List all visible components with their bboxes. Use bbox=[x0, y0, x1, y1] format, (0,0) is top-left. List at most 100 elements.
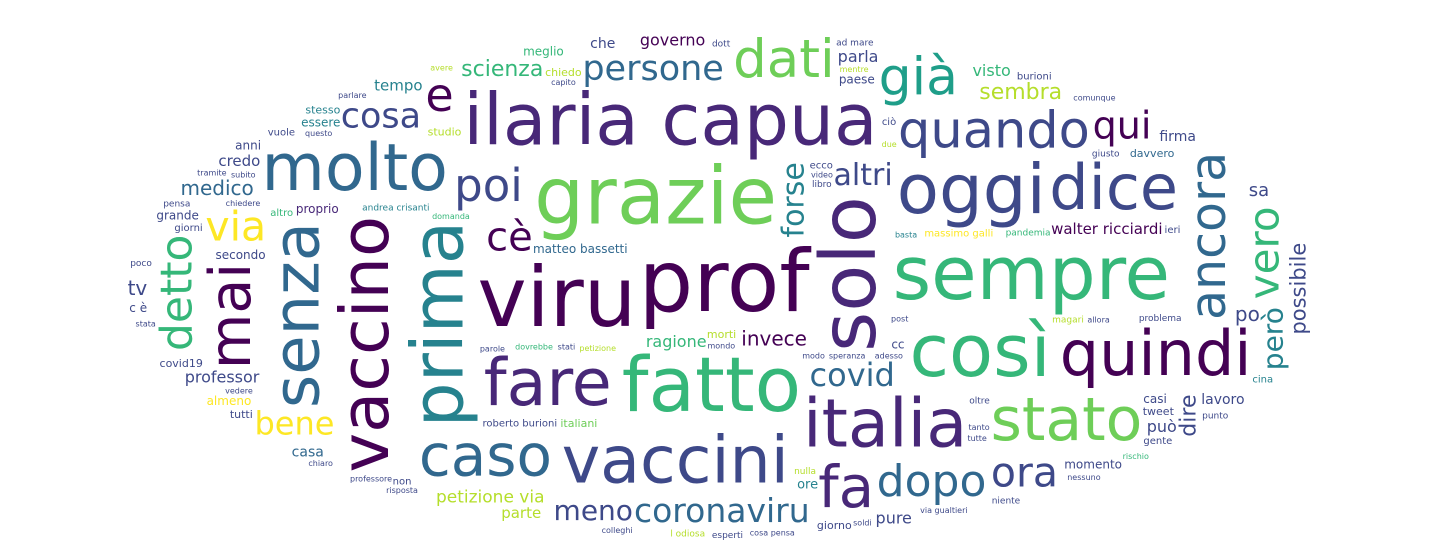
word-stata: stata bbox=[136, 320, 156, 329]
word-tutte: tutte bbox=[967, 434, 986, 443]
word-oggi: oggi bbox=[897, 150, 1046, 230]
word-molto: molto bbox=[262, 131, 448, 206]
word-firma: firma bbox=[1159, 129, 1196, 145]
word-secondo: secondo bbox=[215, 248, 265, 262]
word-vaccino: vaccino bbox=[326, 216, 404, 472]
word-prima: prima bbox=[396, 221, 479, 428]
word-fa: fa bbox=[818, 453, 874, 521]
word-stesso: stesso bbox=[305, 104, 340, 117]
word-adesso: adesso bbox=[875, 351, 903, 360]
word-speranza: speranza bbox=[829, 351, 866, 360]
word-parte: parte bbox=[501, 504, 541, 522]
word-davvero: davvero bbox=[1130, 147, 1175, 160]
word-matteo-bassetti: matteo bassetti bbox=[533, 242, 628, 256]
word-allora: allora bbox=[1087, 315, 1110, 324]
word-lavoro: lavoro bbox=[1201, 392, 1244, 408]
word-forse: forse bbox=[776, 162, 811, 237]
word-nessuno: nessuno bbox=[1067, 473, 1100, 482]
word-mondo: mondo bbox=[707, 342, 735, 351]
word-detto: detto bbox=[152, 235, 203, 351]
word-post: post bbox=[891, 315, 908, 324]
word-tweet: tweet bbox=[1143, 405, 1175, 418]
word-tutti: tutti bbox=[230, 408, 253, 421]
word-altro: altro bbox=[270, 208, 293, 219]
word-momento: momento bbox=[1064, 457, 1122, 471]
word-chiaro: chiaro bbox=[308, 459, 333, 468]
word-esperti: esperti bbox=[712, 531, 743, 541]
word-così: così bbox=[909, 309, 1050, 393]
word-morti: morti bbox=[707, 328, 736, 341]
word-bene: bene bbox=[254, 404, 334, 442]
word-ora: ora bbox=[991, 448, 1058, 496]
word-cosa: cosa bbox=[341, 97, 421, 137]
word-credo: credo bbox=[218, 152, 260, 170]
word-qui: qui bbox=[1093, 104, 1152, 148]
word-andrea-crisanti: andrea crisanti bbox=[362, 204, 429, 214]
word-tramite: tramite bbox=[197, 168, 226, 177]
word-parlare: parlare bbox=[338, 91, 367, 100]
word-dice: dice bbox=[1049, 151, 1178, 224]
word-prof: prof bbox=[639, 232, 812, 332]
word-tv: tv bbox=[128, 276, 148, 300]
word-due: due bbox=[882, 140, 897, 149]
word-proprio: proprio bbox=[296, 202, 339, 216]
word-cc: cc bbox=[891, 337, 904, 351]
word-studio: studio bbox=[428, 126, 462, 139]
word-grande: grande bbox=[156, 208, 199, 222]
word-modo: modo bbox=[802, 351, 825, 360]
word-scienza: scienza bbox=[461, 57, 543, 82]
word-dott: dott bbox=[712, 39, 731, 49]
word-l-odiosa: l odiosa bbox=[670, 530, 705, 540]
word-e: e bbox=[425, 68, 453, 122]
word-professore: professore bbox=[350, 475, 392, 484]
word-dire: dire bbox=[1176, 394, 1201, 436]
word-invece: invece bbox=[741, 326, 807, 350]
word-punto: punto bbox=[1202, 412, 1229, 422]
word-nulla: nulla bbox=[794, 467, 816, 477]
word-comunque: comunque bbox=[1073, 94, 1115, 103]
word-giusto: giusto bbox=[1092, 149, 1120, 159]
word-via-gualtieri: via gualtieri bbox=[920, 506, 967, 515]
word-dati: dati bbox=[733, 29, 835, 90]
word-vaccini: vaccini bbox=[562, 424, 789, 499]
word-visto: visto bbox=[972, 61, 1010, 80]
word-non: non bbox=[393, 477, 412, 488]
word-cosa-pensa: cosa pensa bbox=[750, 528, 795, 537]
word-colleghi: colleghi bbox=[602, 526, 633, 535]
word-sempre: sempre bbox=[893, 231, 1170, 317]
word-meglio: meglio bbox=[523, 44, 564, 58]
word-libro: libro bbox=[812, 180, 832, 190]
word-massimo-galli: massimo galli bbox=[924, 228, 993, 239]
word-problema: problema bbox=[1139, 314, 1182, 324]
word-quindi: quindi bbox=[1060, 317, 1252, 390]
word-domanda: domanda bbox=[432, 212, 470, 221]
word-vuole: vuole bbox=[268, 128, 295, 139]
word-cina: cina bbox=[1252, 374, 1273, 385]
word-stati: stati bbox=[558, 342, 576, 351]
word-burioni: burioni bbox=[1017, 72, 1052, 83]
word-coronaviru: coronaviru bbox=[634, 491, 810, 530]
word-video: video bbox=[811, 170, 833, 179]
word-casi: casi bbox=[1143, 392, 1167, 406]
word-pandemia: pandemia bbox=[1006, 228, 1051, 238]
word-questo: questo bbox=[305, 129, 332, 138]
word-fatto: fatto bbox=[622, 340, 801, 429]
word-parole: parole bbox=[480, 345, 505, 354]
word-covid: covid bbox=[810, 356, 895, 394]
word-professor: professor bbox=[185, 368, 260, 387]
word-però: però bbox=[1256, 307, 1289, 370]
word-governo: governo bbox=[640, 31, 705, 50]
word-italiani: italiani bbox=[560, 417, 597, 430]
word-cè: cè bbox=[486, 214, 533, 260]
word-quando: quando bbox=[898, 101, 1090, 160]
word-chiedo: chiedo bbox=[545, 66, 582, 79]
word-basta: basta bbox=[895, 231, 917, 240]
word-sa: sa bbox=[1249, 180, 1269, 201]
word-poco: poco bbox=[130, 259, 152, 269]
word-pensa: pensa bbox=[163, 200, 190, 210]
word-ancora: ancora bbox=[1180, 152, 1237, 320]
word-mai: mai bbox=[198, 263, 264, 369]
word-soldi: soldi bbox=[853, 519, 872, 528]
